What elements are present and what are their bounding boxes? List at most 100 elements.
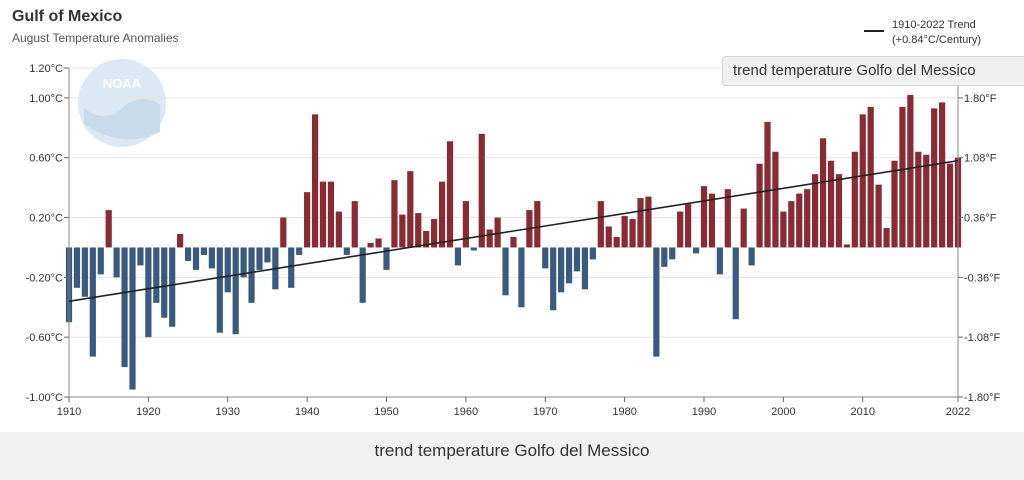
bar-1941 xyxy=(311,114,319,248)
bar-2014 xyxy=(891,160,898,248)
bar-2007 xyxy=(835,174,843,248)
bar-1935 xyxy=(264,247,271,263)
bar-1939 xyxy=(296,247,303,255)
bar-2003 xyxy=(804,189,811,248)
legend-line-1: 1910-2022 Trend xyxy=(892,19,976,31)
bar-1914 xyxy=(97,247,104,275)
bar-2015 xyxy=(899,106,906,248)
bar-1982 xyxy=(637,198,644,248)
caption: trend temperature Golfo del Messico xyxy=(374,441,650,460)
bar-1986 xyxy=(669,247,676,260)
bar-1975 xyxy=(581,247,589,290)
bar-1934 xyxy=(256,247,263,270)
bar-2021 xyxy=(946,163,954,248)
y-tick-label-right: 1.80°F xyxy=(964,93,997,105)
bar-1946 xyxy=(351,201,358,248)
bar-2001 xyxy=(788,201,795,248)
legend-trend-swatch xyxy=(864,30,884,32)
bar-1938 xyxy=(288,247,295,288)
bar-1994 xyxy=(732,247,739,320)
bar-1915 xyxy=(105,210,112,248)
bar-1955 xyxy=(423,231,430,248)
bar-2010 xyxy=(859,114,866,248)
bar-1965 xyxy=(502,247,509,296)
y-tick-label-left: -0.20°C xyxy=(26,272,63,284)
bar-1973 xyxy=(565,247,573,284)
bar-1930 xyxy=(224,247,231,293)
bar-1970 xyxy=(542,247,549,269)
bar-1991 xyxy=(708,193,716,248)
x-tick-label: 1950 xyxy=(374,406,398,418)
x-tick-label: 2010 xyxy=(851,406,875,418)
x-tick-label: 1980 xyxy=(612,406,636,418)
bar-1983 xyxy=(645,196,652,248)
y-tick-label-right: -0.36°F xyxy=(964,272,1000,284)
bar-1917 xyxy=(121,247,128,368)
bar-1960 xyxy=(462,201,469,248)
bar-1918 xyxy=(129,247,136,390)
bar-1912 xyxy=(81,247,88,297)
x-tick-label: 2022 xyxy=(946,406,970,418)
bar-1928 xyxy=(208,247,215,269)
bar-1927 xyxy=(200,247,208,255)
bar-1958 xyxy=(446,141,454,248)
bar-1993 xyxy=(724,189,731,248)
bar-1913 xyxy=(89,247,96,357)
caption-bar xyxy=(0,432,1024,480)
y-tick-label-right: -1.80°F xyxy=(964,392,1000,404)
bar-1932 xyxy=(240,247,247,278)
bar-1990 xyxy=(700,186,708,248)
bar-1997 xyxy=(756,163,763,248)
bar-2002 xyxy=(796,193,803,248)
bar-1992 xyxy=(716,247,723,275)
bar-1920 xyxy=(145,247,152,338)
bar-1948 xyxy=(367,242,374,248)
y-tick-label-left: 1.20°C xyxy=(29,63,63,75)
bar-1976 xyxy=(589,247,596,260)
bar-1966 xyxy=(510,236,517,248)
legend-line-2: (+0.84°C/Century) xyxy=(892,34,982,46)
noaa-logo-text: NOAA xyxy=(103,76,142,91)
bar-1925 xyxy=(184,247,192,261)
bar-1945 xyxy=(343,247,350,255)
y-tick-label-left: -0.60°C xyxy=(26,332,63,344)
bar-1956 xyxy=(431,219,438,248)
bar-1964 xyxy=(494,217,501,248)
bar-2020 xyxy=(939,102,946,248)
bar-1919 xyxy=(137,247,144,266)
bar-1963 xyxy=(486,229,493,248)
bar-1998 xyxy=(764,121,771,248)
x-tick-label: 1990 xyxy=(692,406,716,418)
bar-2000 xyxy=(780,211,787,248)
bar-1974 xyxy=(573,247,581,272)
bar-1971 xyxy=(550,247,557,311)
bar-1967 xyxy=(518,247,525,308)
bar-1929 xyxy=(216,247,223,333)
bar-1961 xyxy=(470,247,477,251)
bar-1957 xyxy=(438,181,446,248)
y-tick-label-left: 0.60°C xyxy=(29,153,63,165)
bar-1916 xyxy=(113,247,120,278)
bar-1924 xyxy=(177,233,184,248)
y-tick-label-left: 0.20°C xyxy=(29,213,63,225)
bar-1952 xyxy=(399,214,406,248)
x-tick-label: 1920 xyxy=(136,406,160,418)
noaa-logo-wave xyxy=(84,98,160,140)
bar-1911 xyxy=(73,247,81,288)
bar-1940 xyxy=(304,192,311,248)
bar-2019 xyxy=(931,108,938,248)
bar-1950 xyxy=(383,247,390,270)
x-tick-label: 1960 xyxy=(454,406,478,418)
legend-text: 1910-2022 Trend (+0.84°C/Century) xyxy=(892,18,981,48)
bar-2016 xyxy=(907,94,914,248)
bar-1989 xyxy=(692,247,700,254)
bar-2006 xyxy=(827,160,835,248)
bar-1969 xyxy=(534,201,541,248)
bar-2013 xyxy=(883,228,890,248)
x-tick-label: 1930 xyxy=(216,406,240,418)
bar-2008 xyxy=(843,244,850,248)
noaa-logo: NOAA xyxy=(78,59,166,147)
bar-2009 xyxy=(851,151,858,248)
bar-1944 xyxy=(335,211,342,248)
bar-1985 xyxy=(661,247,668,267)
